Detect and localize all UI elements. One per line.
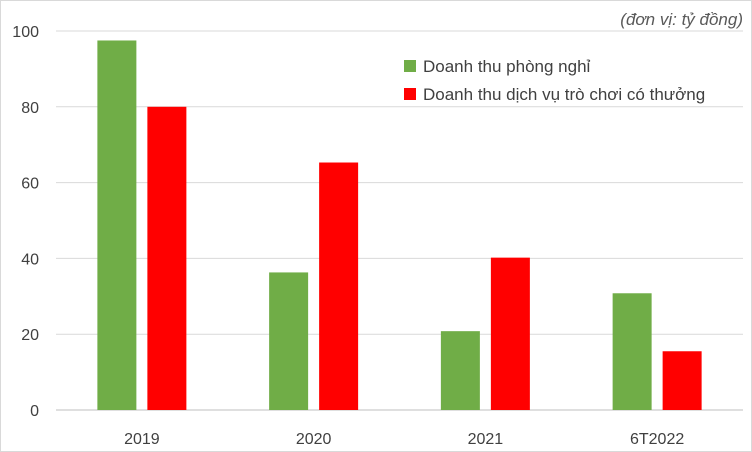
y-axis-ticks: 0 20 40 60 80 100 xyxy=(12,24,39,420)
x-tick-label: 2020 xyxy=(296,431,332,448)
y-tick-label: 0 xyxy=(30,403,39,420)
legend-swatch xyxy=(404,60,416,72)
y-tick-label: 20 xyxy=(21,327,39,344)
y-tick-label: 100 xyxy=(12,24,39,41)
bar-tro-choi-2021 xyxy=(490,257,530,410)
bar-phong-nghi-2021 xyxy=(440,331,480,410)
legend: Doanh thu phòng nghỉ Doanh thu dịch vụ tr… xyxy=(404,57,705,104)
bar-phong-nghi-2020 xyxy=(269,272,309,410)
x-axis-ticks: 2019 2020 2021 6T2022 xyxy=(124,431,684,448)
bar-phong-nghi-2019 xyxy=(97,40,137,410)
x-tick-label: 2019 xyxy=(124,431,160,448)
x-tick-label: 6T2022 xyxy=(630,431,684,448)
bar-phong-nghi-6T2022 xyxy=(612,293,652,410)
y-tick-label: 60 xyxy=(21,176,39,193)
legend-label: Doanh thu phòng nghỉ xyxy=(423,57,591,76)
legend-label: Doanh thu dịch vụ trò chơi có thưởng xyxy=(423,85,705,104)
x-tick-label: 2021 xyxy=(468,431,504,448)
bar-tro-choi-2020 xyxy=(319,162,359,410)
y-tick-label: 40 xyxy=(21,251,39,268)
bar-tro-choi-2019 xyxy=(147,106,187,411)
unit-note: (đơn vị: tỷ đồng) xyxy=(620,10,743,29)
bars xyxy=(97,40,702,411)
y-tick-label: 80 xyxy=(21,100,39,117)
legend-swatch xyxy=(404,88,416,100)
bar-tro-choi-6T2022 xyxy=(662,351,702,410)
